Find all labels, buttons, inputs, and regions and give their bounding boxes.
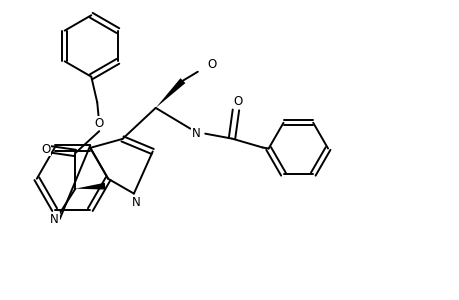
Polygon shape xyxy=(75,183,105,190)
Text: O: O xyxy=(207,58,216,71)
Polygon shape xyxy=(155,78,185,108)
Text: O: O xyxy=(41,142,50,155)
Text: O: O xyxy=(233,95,242,108)
Text: N: N xyxy=(191,127,200,140)
Text: N: N xyxy=(50,213,59,226)
Text: O: O xyxy=(95,117,104,130)
Text: N: N xyxy=(131,196,140,209)
